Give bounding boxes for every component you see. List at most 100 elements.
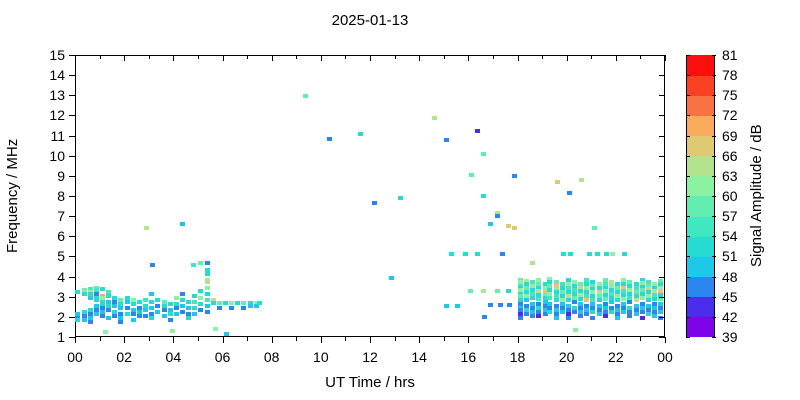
data-cell [494,288,500,293]
y-tick-label: 5 [57,248,65,265]
data-cell [100,295,106,300]
data-cell [560,252,566,257]
data-cell [302,94,308,99]
data-cell [572,283,578,288]
data-cell [87,311,93,316]
data-cell [530,283,536,288]
x-tick-label: 08 [263,349,280,365]
y-tick [69,296,75,298]
data-cell [481,193,487,198]
data-cell [397,196,403,200]
data-cell [596,281,602,286]
x-tick-label: 02 [116,349,132,365]
data-cell [517,285,523,290]
data-cell [204,271,210,276]
data-cell [530,287,536,292]
x-tick-top [271,55,273,61]
data-cell [179,303,185,308]
data-cell [658,278,664,283]
data-cell [658,305,664,310]
x-tick-label: 14 [411,349,427,365]
y-tick-label: 2 [57,308,65,325]
data-cell [112,299,118,304]
data-cell [524,307,530,312]
y-tick-right [659,276,665,278]
data-cell [118,301,124,306]
x-tick-top [370,55,371,61]
colorbar-tick-label: 45 [722,288,738,305]
data-cell [553,279,559,284]
data-cell [658,301,664,306]
data-cell [210,300,216,305]
data-cell [639,315,645,320]
data-cell [371,201,377,206]
data-cell [565,289,571,294]
colorbar-tick-label: 51 [722,248,738,265]
data-cell [75,315,81,320]
x-tick-label: 20 [558,349,575,365]
data-cell [112,313,118,318]
data-cell [106,303,112,308]
data-cell [627,279,633,284]
data-cell [124,311,130,316]
data-cell [155,297,161,302]
data-cell [358,131,364,136]
data-cell [149,291,155,296]
data-cell [517,307,523,312]
data-cell [602,296,608,301]
data-cell [444,137,450,142]
y-tick-right [659,216,665,218]
data-cell [216,305,222,310]
data-cell [173,305,179,310]
data-cell [584,297,590,302]
data-cell [651,285,657,290]
data-cell [639,284,645,289]
colorbar-tick-left [686,256,690,258]
data-cell [573,327,579,332]
data-cell [602,313,608,318]
data-cell [608,279,614,284]
data-cell [658,296,664,301]
y-tick [69,75,75,77]
data-cell [161,299,167,304]
x-tick-top [197,55,199,59]
data-cell [547,276,553,281]
data-cell [596,311,602,316]
data-cell [542,307,548,312]
data-cell [517,293,523,298]
colorbar-tick [712,75,716,77]
data-cell [167,317,173,322]
x-tick [492,337,494,341]
data-cell [645,286,651,291]
data-cell [130,297,136,302]
data-cell [572,287,578,292]
x-tick-top [99,55,101,59]
data-cell [517,305,523,310]
data-cell [651,288,657,293]
colorbar-tick-left [686,196,690,197]
data-cell [621,296,627,301]
data-cell [517,311,523,316]
data-cell [87,295,93,300]
data-cell [615,315,621,320]
x-tick-label: 22 [608,349,624,365]
data-cell [536,285,542,290]
data-cell [106,289,112,294]
data-cell [565,303,571,308]
x-tick-label: 00 [67,349,83,365]
y-tick-right [659,155,665,157]
data-cell [542,295,548,300]
data-cell [327,136,333,141]
data-cell [192,293,198,298]
data-cell [621,292,627,297]
data-cell [81,291,87,296]
data-cell [553,311,559,316]
data-cell [204,303,210,308]
data-cell [565,307,571,312]
y-tick-label: 11 [50,127,65,144]
data-cell [100,293,106,298]
data-cell [602,285,608,290]
data-cell [615,289,621,294]
data-cell [590,283,596,288]
data-cell [645,303,651,308]
